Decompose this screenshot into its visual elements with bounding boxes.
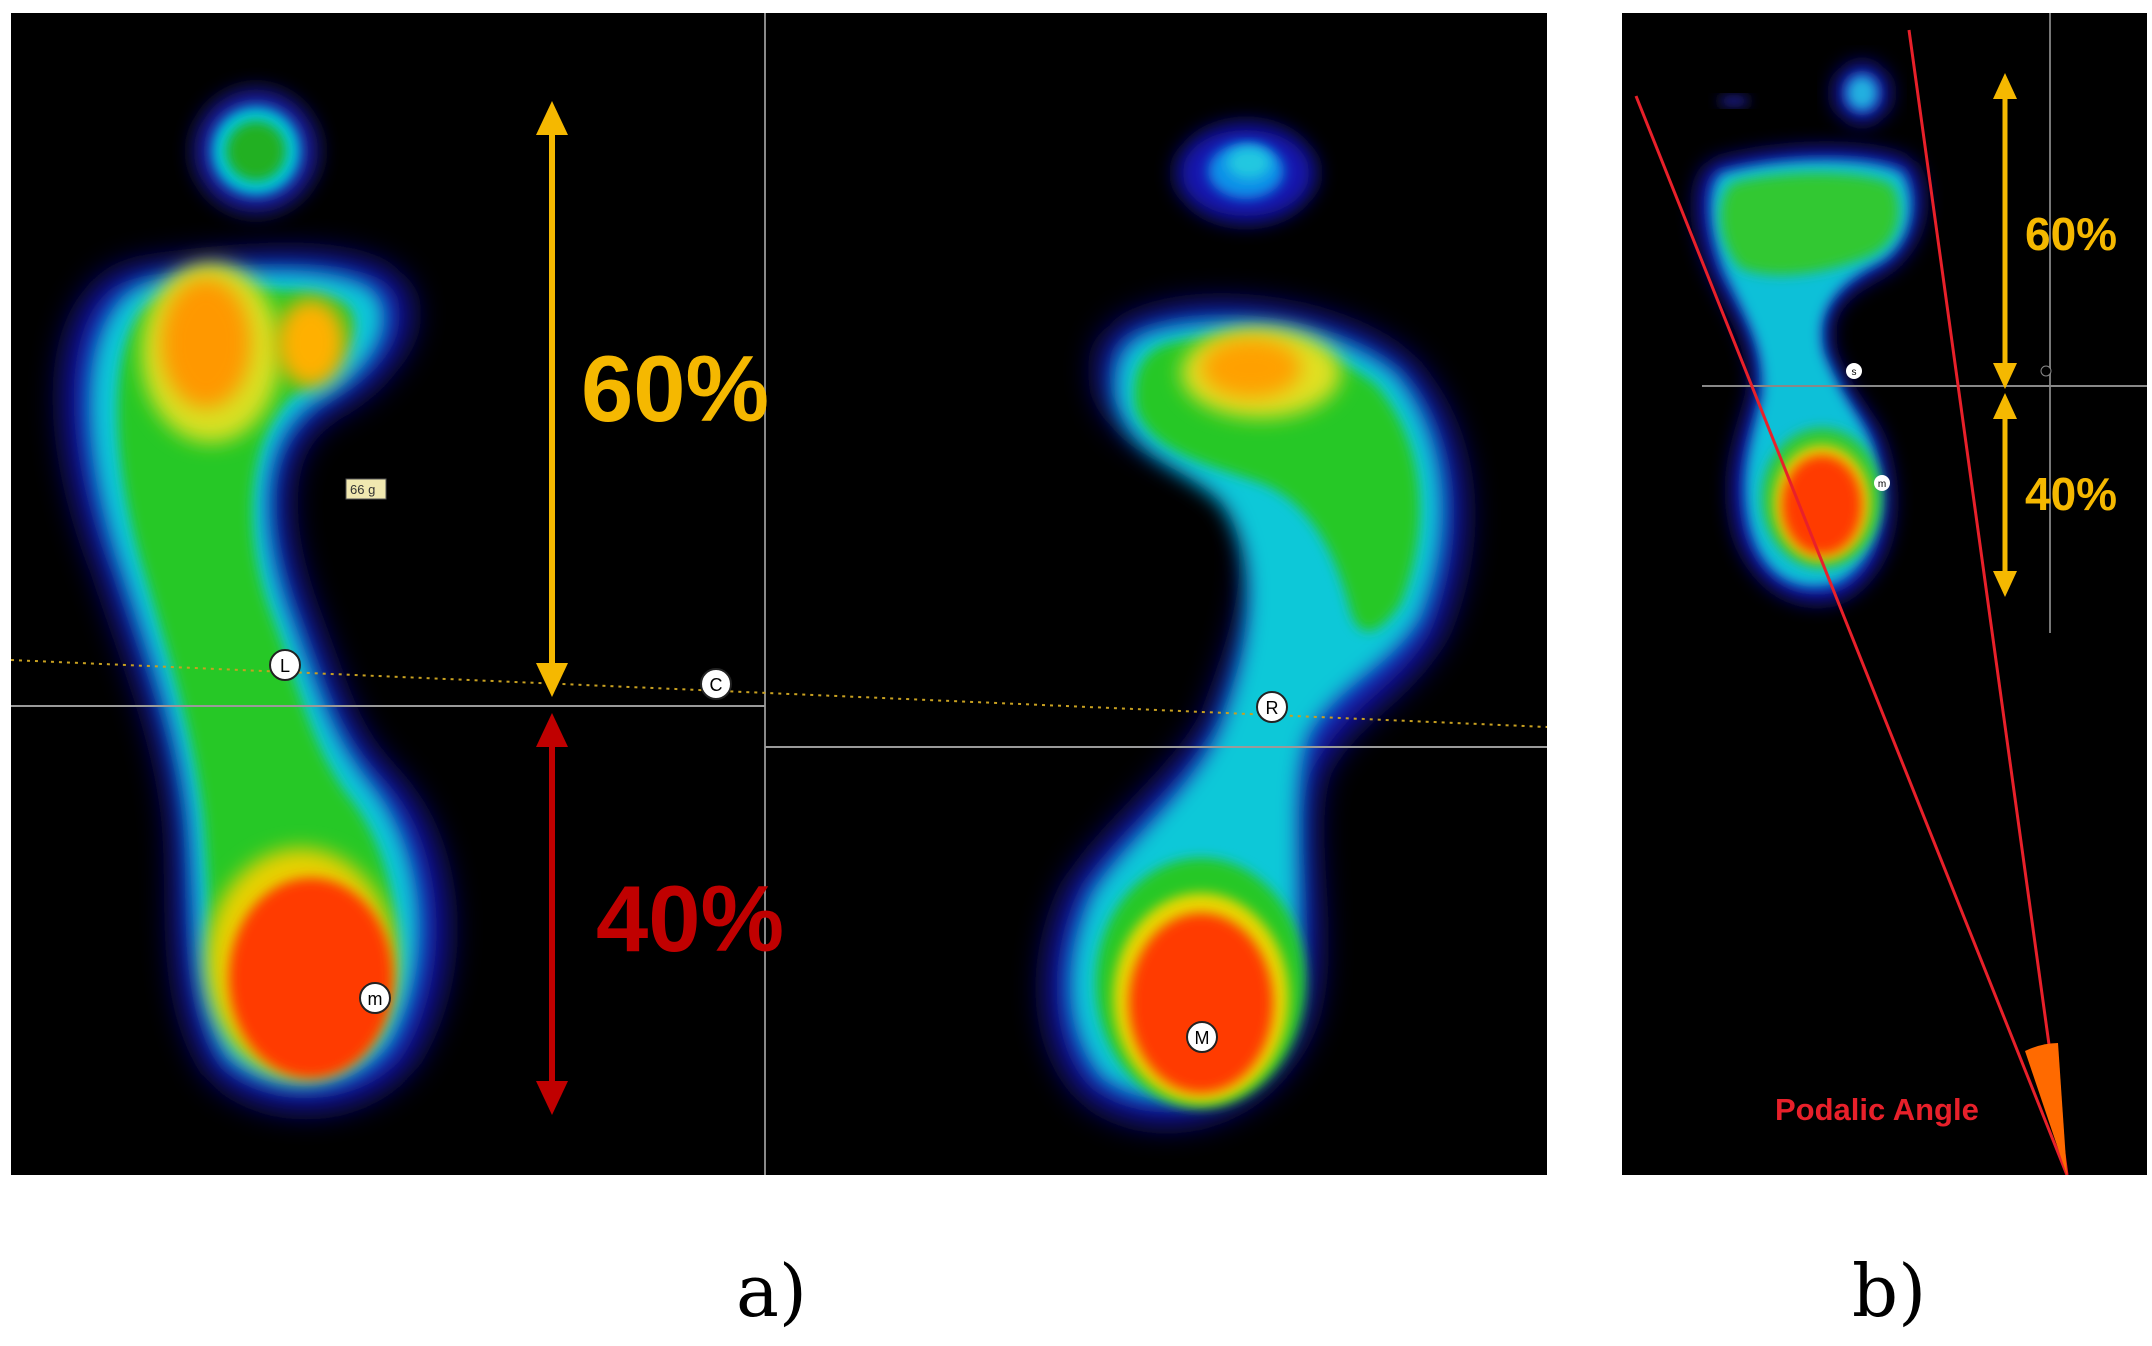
- panel-a-svg: 60% 40% 66 g L C R m M: [11, 13, 1547, 1175]
- svg-text:m: m: [1878, 479, 1886, 490]
- left-foot-heatmap: [63, 89, 448, 1110]
- svg-text:66 g: 66 g: [350, 482, 375, 497]
- label-60-percent: 60%: [581, 336, 769, 441]
- podalic-angle-label: Podalic Angle: [1775, 1092, 1979, 1127]
- panel-b-svg: 60% 40% s m Podalic Angle: [1634, 13, 2147, 1175]
- svg-text:m: m: [368, 989, 383, 1009]
- label-40-percent-b: 40%: [2025, 468, 2117, 520]
- svg-text:R: R: [1266, 698, 1279, 718]
- right-foot-heatmap: [1046, 123, 1465, 1124]
- arrow-60-percent: [536, 101, 568, 697]
- angle-line-left: [1634, 95, 2069, 1175]
- marker-L: L: [269, 649, 301, 681]
- marker-dot-b: [2040, 365, 2052, 377]
- marker-R: R: [1256, 691, 1288, 723]
- angle-line-right: [1907, 29, 2069, 1175]
- arrow-40-percent-b: [1993, 393, 2017, 597]
- cop-dotted-line: [11, 659, 1547, 728]
- marker-m: m: [359, 982, 391, 1014]
- marker-C: C: [700, 668, 732, 700]
- marker-M: M: [1186, 1021, 1218, 1053]
- arrow-60-percent-b: [1993, 73, 2017, 389]
- marker-m-b: m: [1874, 475, 1890, 491]
- svg-text:L: L: [280, 656, 290, 676]
- weight-tag: 66 g: [345, 478, 387, 500]
- caption-b: b): [1852, 1249, 1927, 1333]
- label-60-percent-b: 60%: [2025, 208, 2117, 260]
- svg-text:M: M: [1195, 1028, 1210, 1048]
- label-40-percent: 40%: [596, 866, 784, 971]
- foot-heatmap-b: [1697, 63, 1922, 602]
- panel-a-footprint-pair: 60% 40% 66 g L C R m M: [11, 13, 1547, 1175]
- svg-text:C: C: [710, 675, 723, 695]
- svg-text:s: s: [1852, 367, 1857, 378]
- marker-s: s: [1846, 363, 1862, 379]
- caption-a: a): [736, 1249, 808, 1333]
- arrow-40-percent: [536, 713, 568, 1115]
- panel-b-podalic-angle: 60% 40% s m Podalic Angle: [1622, 13, 2147, 1175]
- podalic-angle-wedge: [2025, 1043, 2067, 1175]
